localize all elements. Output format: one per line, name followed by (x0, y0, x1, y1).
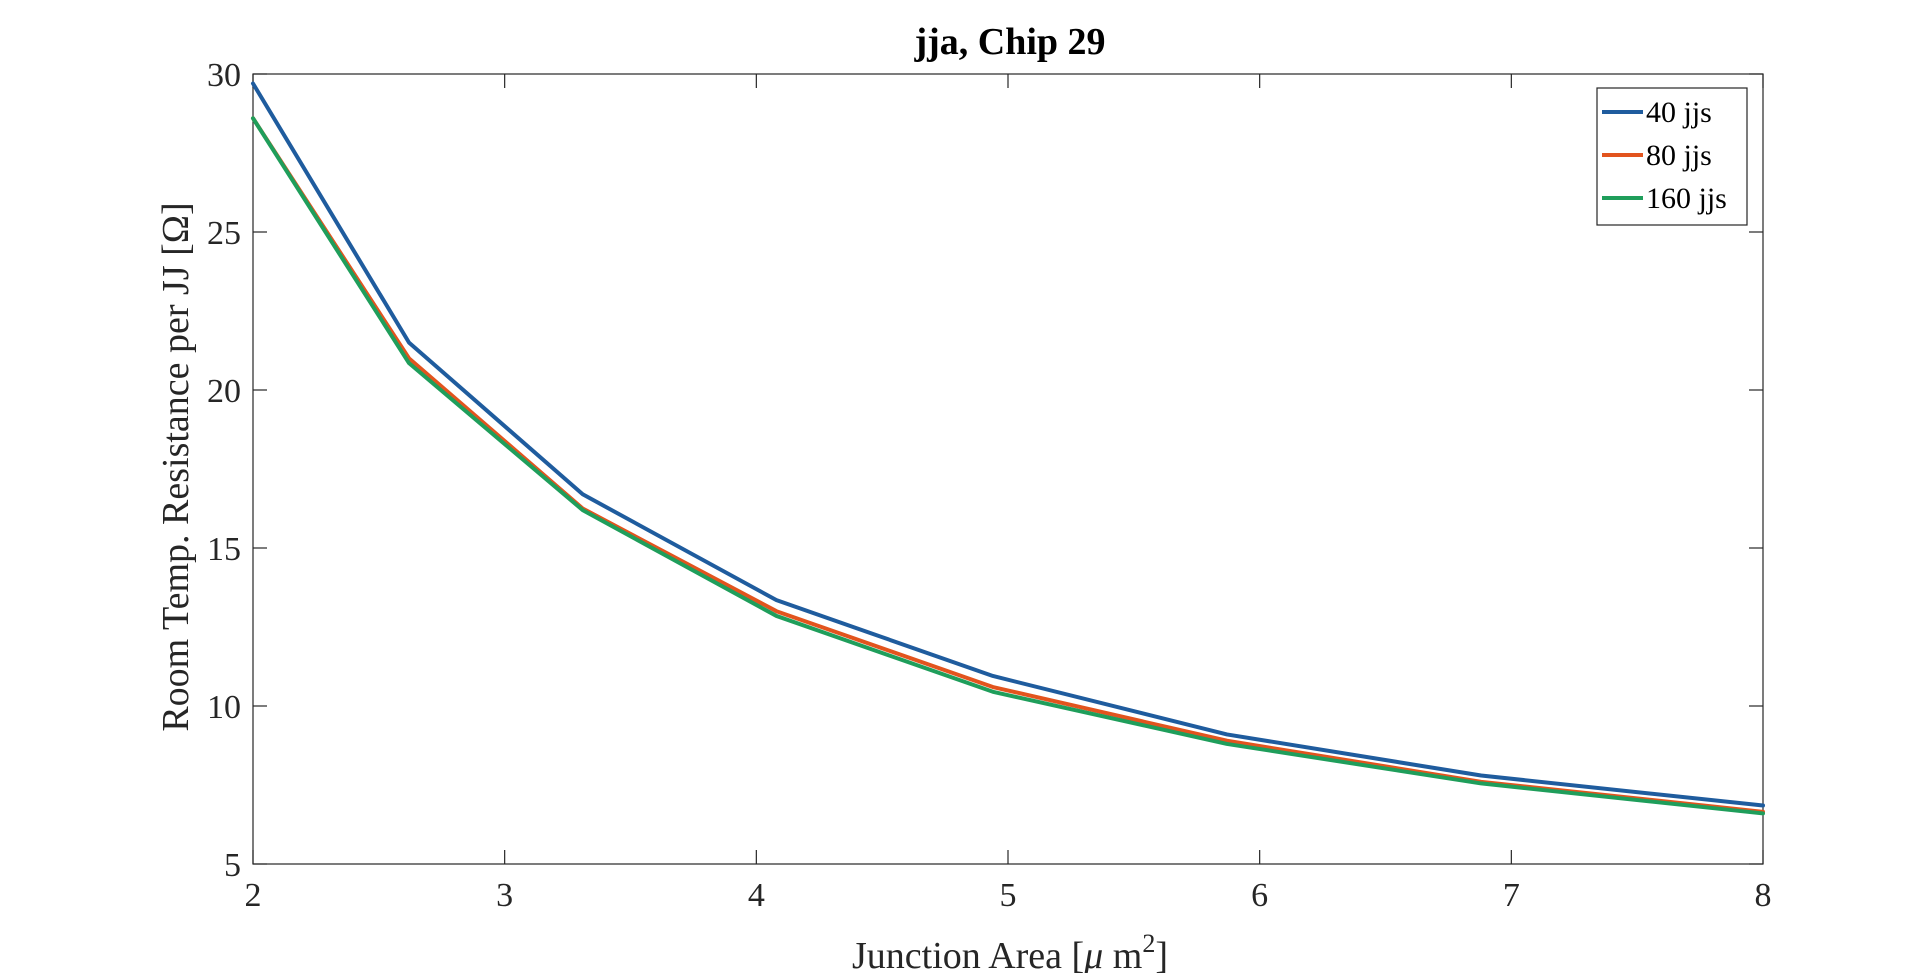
x-tick-label: 3 (496, 877, 513, 914)
x-tick-label: 8 (1755, 877, 1772, 914)
series-line-40-jjs (251, 81, 1765, 808)
y-axis: 5 10 15 20 25 30 (207, 57, 1763, 884)
y-tick-label: 5 (224, 847, 241, 884)
legend-label: 40 jjs (1646, 96, 1712, 129)
legend-label: 160 jjs (1646, 182, 1727, 215)
y-tick-label: 10 (207, 689, 241, 726)
x-tick-label: 2 (245, 877, 262, 914)
x-tick-label: 4 (748, 877, 765, 914)
series-group (251, 81, 1765, 816)
x-tick-label: 7 (1503, 877, 1520, 914)
series-line-160-jjs (251, 116, 1765, 816)
x-tick-label: 5 (1000, 877, 1017, 914)
x-axis-label-mu: μ (1083, 935, 1103, 973)
x-axis: 2 3 4 5 6 7 8 (245, 74, 1772, 914)
y-tick-label: 30 (207, 57, 241, 94)
y-tick-label: 20 (207, 373, 241, 410)
x-axis-label-before: Junction Area [ (852, 935, 1084, 973)
chart-title: jja, Chip 29 (913, 21, 1105, 63)
x-axis-label-unit: m (1103, 935, 1142, 973)
y-tick-label: 15 (207, 531, 241, 568)
x-axis-label-sup: 2 (1142, 929, 1155, 958)
legend-label: 80 jjs (1646, 139, 1712, 172)
x-tick-label: 6 (1251, 877, 1268, 914)
legend: 40 jjs 80 jjs 160 jjs (1596, 87, 1748, 226)
x-axis-label-after: ] (1155, 935, 1168, 973)
plot-area (252, 73, 1764, 865)
y-axis-label: Room Temp. Resistance per JJ [Ω] (155, 202, 197, 731)
plot-frame (252, 73, 1764, 865)
y-tick-label: 25 (207, 215, 241, 252)
x-axis-label: Junction Area [μ m2] (852, 929, 1168, 973)
